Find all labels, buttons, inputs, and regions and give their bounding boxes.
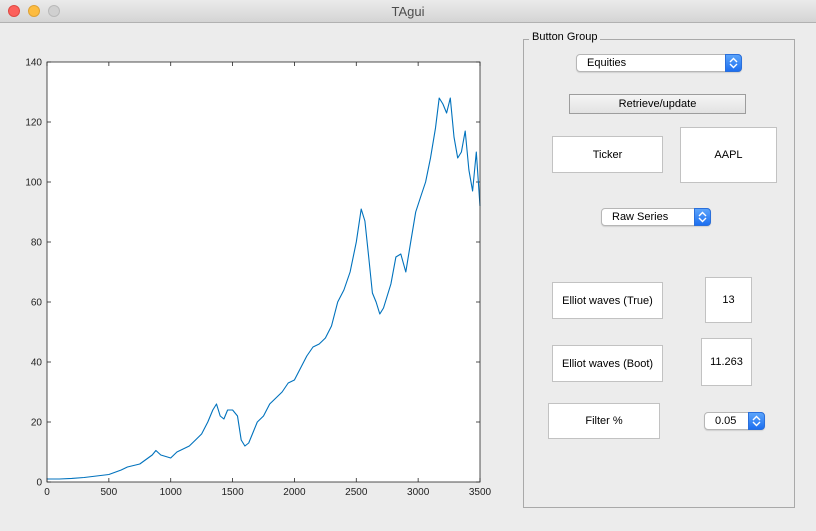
- price-series-line: [47, 97, 481, 480]
- retrieve-update-button[interactable]: Retrieve/update: [569, 94, 746, 114]
- y-tick-label: 80: [31, 238, 43, 249]
- y-tick-label: 140: [25, 58, 42, 69]
- elliot-waves-boot-value: 11.263: [701, 338, 752, 386]
- x-tick-label: 2000: [283, 487, 306, 498]
- window-title: TAgui: [391, 4, 425, 19]
- filter-percent-select[interactable]: 0.05: [704, 412, 765, 430]
- button-group-panel: [523, 39, 795, 508]
- y-tick-label: 100: [25, 178, 42, 189]
- x-tick-label: 1000: [160, 487, 183, 498]
- series-type-value: Raw Series: [612, 211, 669, 223]
- plot-frame: [46, 61, 481, 483]
- zoom-window-button[interactable]: [48, 5, 60, 17]
- x-tick-label: 500: [101, 487, 118, 498]
- elliot-waves-true-value: 13: [705, 277, 752, 323]
- x-tick-label: 3500: [469, 487, 492, 498]
- y-tick-label: 20: [31, 418, 43, 429]
- chart-svg: 0 500 1000 1500 2000 2500 3000 3500 0 20 40 60 80 100…: [25, 58, 492, 499]
- y-tick-label: 60: [31, 298, 43, 309]
- y-tick-label: 120: [25, 118, 42, 129]
- x-tick-label: 3000: [407, 487, 430, 498]
- x-tick-label: 0: [44, 487, 50, 498]
- up-down-chevron-icon: [694, 208, 711, 226]
- minimize-window-button[interactable]: [28, 5, 40, 17]
- ticker-input[interactable]: AAPL: [680, 127, 777, 183]
- title-bar: TAgui: [0, 0, 816, 23]
- asset-class-value: Equities: [587, 57, 627, 69]
- x-tick-label: 2500: [345, 487, 368, 498]
- elliot-waves-boot-label: Elliot waves (Boot): [552, 345, 663, 382]
- elliot-waves-true-label: Elliot waves (True): [552, 282, 663, 319]
- x-tick-label: 1500: [221, 487, 244, 498]
- close-window-button[interactable]: [8, 5, 20, 17]
- series-type-select[interactable]: Raw Series: [601, 208, 711, 226]
- plot-background: [47, 62, 480, 482]
- y-tick-label: 40: [31, 358, 43, 369]
- price-chart: 0 500 1000 1500 2000 2500 3000 3500 0 20 40 60 80 100…: [0, 23, 510, 528]
- ticker-label: Ticker: [552, 136, 663, 173]
- up-down-chevron-icon: [725, 54, 742, 72]
- up-down-chevron-icon: [748, 412, 765, 430]
- filter-percent-value: 0.05: [715, 415, 737, 427]
- filter-percent-label: Filter %: [548, 403, 660, 439]
- asset-class-select[interactable]: Equities: [576, 54, 742, 72]
- button-group-title: Button Group: [529, 31, 601, 43]
- y-tick-label: 0: [36, 478, 42, 489]
